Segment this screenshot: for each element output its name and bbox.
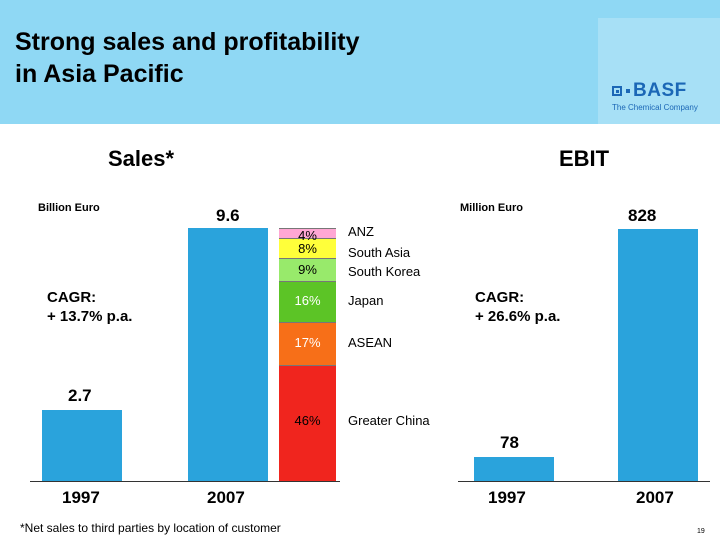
logo-text: BASF — [633, 80, 687, 101]
segment-pct-south-korea: 9% — [298, 261, 317, 277]
segment-pct-asean: 17% — [294, 335, 321, 351]
logo-tagline: The Chemical Company — [612, 103, 698, 112]
ebit-cagr: CAGR: + 26.6% p.a. — [475, 288, 560, 326]
title-line-2: in Asia Pacific — [15, 60, 184, 88]
sales-x-label-2007: 2007 — [207, 488, 245, 507]
ebit-x-label-1997: 1997 — [488, 488, 526, 507]
segment-anz — [279, 228, 336, 239]
sales-cagr: CAGR: + 13.7% p.a. — [47, 288, 132, 326]
segment-pct-anz: 4% — [298, 228, 317, 243]
ebit-value-label-2007: 828 — [628, 206, 657, 225]
logo-panel — [598, 18, 720, 124]
segment-asean — [279, 321, 336, 365]
ebit-bar-2007 — [618, 229, 698, 481]
legend-label-japan: Japan — [348, 293, 384, 309]
segment-pct-south-asia: 8% — [298, 241, 317, 256]
sales-cagr-line-2: + 13.7% p.a. — [47, 308, 133, 325]
basf-logo-icon — [612, 86, 622, 96]
sales-bar-1997 — [42, 409, 122, 481]
legend-label-asean: ASEAN — [348, 335, 393, 351]
segment-greater-china — [279, 364, 336, 481]
legend-label-anz: ANZ — [348, 224, 374, 239]
sales-value-label-1997: 2.7 — [68, 385, 92, 405]
basf-logo-dot-icon — [626, 89, 630, 93]
legend-label-greater-china: Greater China — [348, 413, 430, 428]
segment-south-korea — [279, 258, 336, 282]
slide-title: Strong sales and profitability in Asia P… — [15, 26, 455, 90]
segment-pct-greater-china: 46% — [294, 413, 321, 428]
title-line-1: Strong sales and profitability — [15, 28, 360, 56]
sales-cagr-line-1: CAGR: — [47, 289, 97, 306]
sales-value-label-2007: 9.6 — [216, 206, 240, 225]
sales-baseline — [30, 481, 340, 482]
ebit-chart-title: EBIT — [559, 146, 610, 171]
legend-label-south-asia: South Asia — [348, 245, 411, 260]
ebit-bar-1997 — [474, 457, 554, 481]
ebit-value-label-1997: 78 — [500, 433, 519, 453]
ebit-unit-label: Million Euro — [460, 202, 523, 214]
footnote: *Net sales to third parties by location … — [20, 521, 281, 535]
sales-x-label-1997: 1997 — [62, 488, 100, 507]
page-number: 19 — [697, 528, 705, 535]
legend-label-south-korea: South Korea — [348, 263, 421, 279]
ebit-baseline — [458, 481, 710, 482]
segment-south-asia — [279, 238, 336, 259]
segment-pct-japan: 16% — [294, 293, 321, 309]
sales-chart-title: Sales* — [108, 146, 175, 171]
sales-unit-label: Billion Euro — [38, 202, 100, 214]
sales-bar-2007 — [188, 228, 268, 481]
ebit-cagr-line-2: + 26.6% p.a. — [475, 308, 561, 325]
segment-japan — [279, 281, 336, 322]
ebit-cagr-line-1: CAGR: — [475, 289, 525, 306]
ebit-x-label-2007: 2007 — [636, 488, 674, 507]
